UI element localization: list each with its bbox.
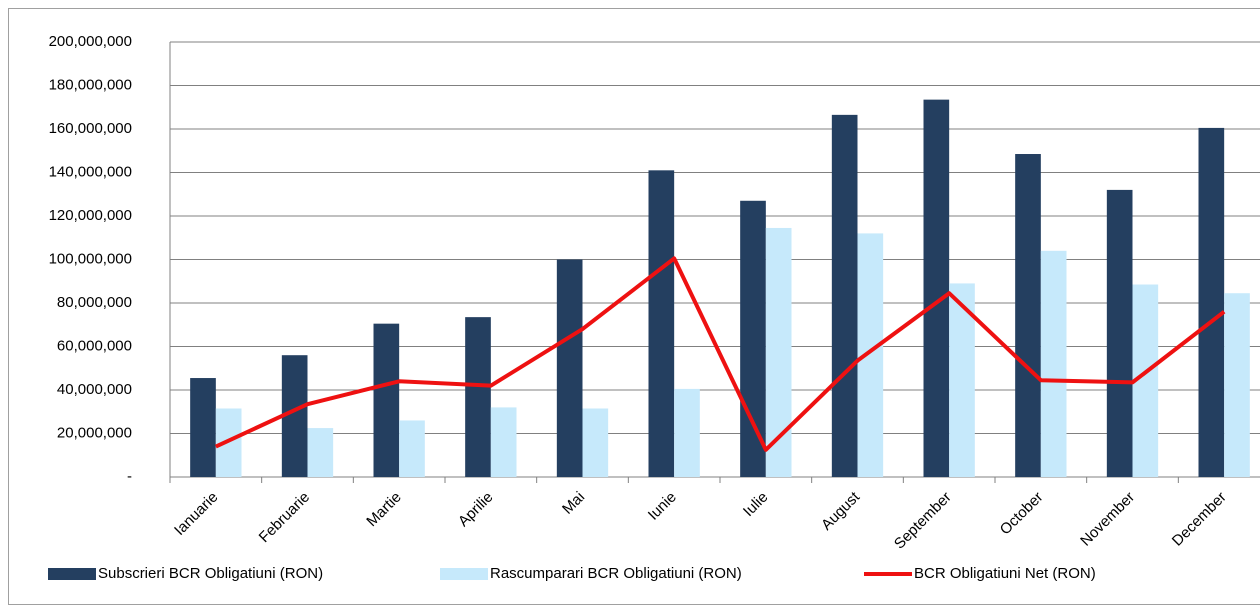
legend-label: BCR Obligatiuni Net (RON) (914, 565, 1096, 582)
y-tick-label: 100,000,000 (49, 250, 132, 267)
legend-label: Rascumparari BCR Obligatiuni (RON) (490, 565, 742, 582)
bar (674, 388, 700, 477)
legend-label: Subscrieri BCR Obligatiuni (RON) (98, 565, 323, 582)
bar (831, 114, 858, 478)
bar (1106, 189, 1133, 477)
y-tick-label: 80,000,000 (57, 294, 132, 311)
bar (1040, 250, 1067, 477)
legend-swatch (440, 568, 488, 580)
bar (190, 378, 216, 477)
bar (556, 259, 583, 477)
y-tick-label: 120,000,000 (49, 207, 132, 224)
y-tick-label: 60,000,000 (57, 337, 132, 354)
bar (1015, 154, 1041, 477)
bar (490, 407, 517, 477)
bar (1224, 293, 1250, 477)
y-tick-label: 140,000,000 (49, 163, 132, 180)
bar (582, 408, 609, 477)
legend-swatch (48, 568, 96, 580)
bar (399, 420, 425, 477)
y-tick-label: - (127, 468, 132, 485)
y-tick-label: 20,000,000 (57, 424, 132, 441)
y-tick-label: 180,000,000 (49, 76, 132, 93)
bar (1198, 127, 1225, 477)
bar (465, 317, 491, 477)
y-tick-label: 160,000,000 (49, 120, 132, 137)
y-tick-label: 40,000,000 (57, 381, 132, 398)
bar (740, 200, 766, 477)
y-tick-label: 200,000,000 (49, 33, 132, 50)
line (214, 256, 1226, 452)
bar (373, 323, 400, 477)
bar (857, 233, 884, 477)
bar (307, 428, 334, 477)
bar (923, 99, 950, 477)
bar (648, 170, 675, 477)
